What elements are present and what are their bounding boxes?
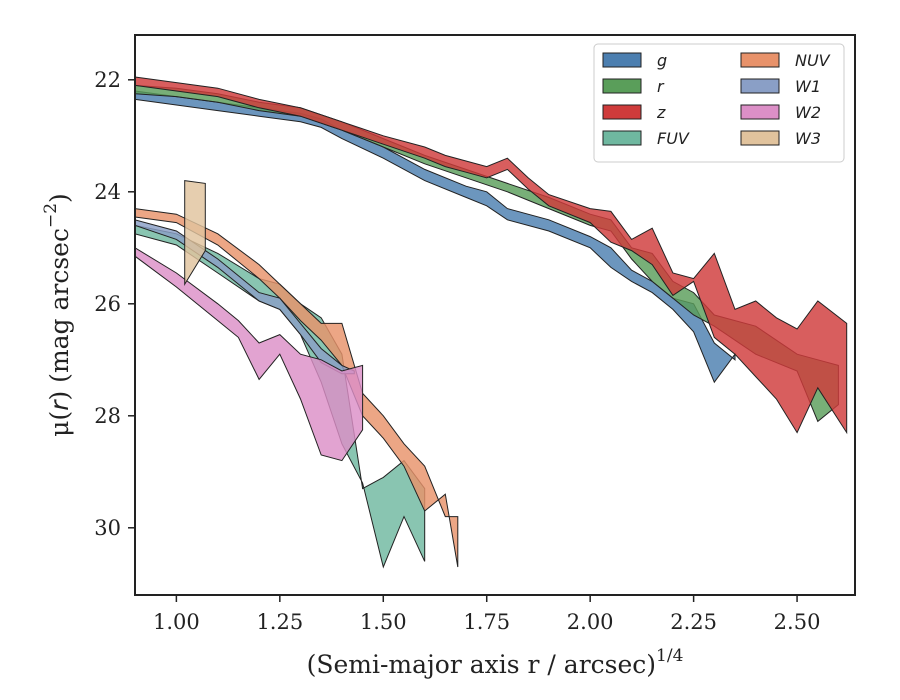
legend-swatch-fuv — [602, 130, 642, 146]
y-tick-label: 22 — [94, 68, 121, 92]
legend-label-z: z — [656, 103, 666, 122]
y-axis-label-exponent: −2 — [41, 203, 61, 228]
series-bands — [135, 76, 848, 569]
plot-frame — [134, 34, 856, 596]
x-tick-label: 1.50 — [360, 610, 407, 634]
band-w3 — [184, 180, 206, 286]
legend-label-w2: W2 — [795, 103, 821, 122]
y-tick-label: 24 — [94, 180, 121, 204]
legend-swatch-nuv — [740, 52, 780, 68]
legend-swatch-r — [602, 78, 642, 94]
y-tick-label: 26 — [94, 292, 121, 316]
legend-label-w3: W3 — [795, 129, 821, 148]
x-axis-ticks: 1.00 1.25 1.50 1.75 2.00 2.25 2.50 — [153, 595, 820, 634]
x-tick-label: 1.00 — [153, 610, 200, 634]
x-tick-label: 2.50 — [774, 610, 821, 634]
legend-swatch-w2 — [740, 104, 780, 120]
legend-swatch-w1 — [740, 78, 780, 94]
legend-label-g: g — [657, 51, 667, 70]
legend: grz FUV NUV W1 W2 W3 — [593, 43, 845, 163]
y-axis-ticks: 22 24 26 28 30 — [94, 68, 135, 540]
x-axis-label: (Semi-major axis r / arcsec)1/4 — [307, 646, 684, 679]
y-tick-label: 28 — [94, 404, 121, 428]
band-w2 — [135, 247, 364, 462]
x-tick-label: 2.00 — [567, 610, 614, 634]
band-nuv — [135, 208, 459, 568]
y-axis-label: μ(r) (mag arcsec−2) — [41, 193, 74, 437]
legend-box — [593, 43, 845, 163]
legend-label-nuv: NUV — [795, 51, 831, 70]
x-tick-label: 1.75 — [463, 610, 510, 634]
legend-label-fuv: FUV — [657, 129, 690, 148]
legend-swatch-z — [602, 104, 642, 120]
band-z — [135, 76, 848, 435]
x-tick-label: 1.25 — [256, 610, 303, 634]
x-tick-label: 2.25 — [670, 610, 717, 634]
legend-label-r: r — [657, 77, 665, 96]
legend-label-w1: W1 — [795, 77, 821, 96]
x-axis-label-exponent: 1/4 — [656, 646, 683, 666]
legend-swatch-w3 — [740, 130, 780, 146]
legend-swatch-g — [602, 52, 642, 68]
y-tick-label: 30 — [94, 516, 121, 540]
